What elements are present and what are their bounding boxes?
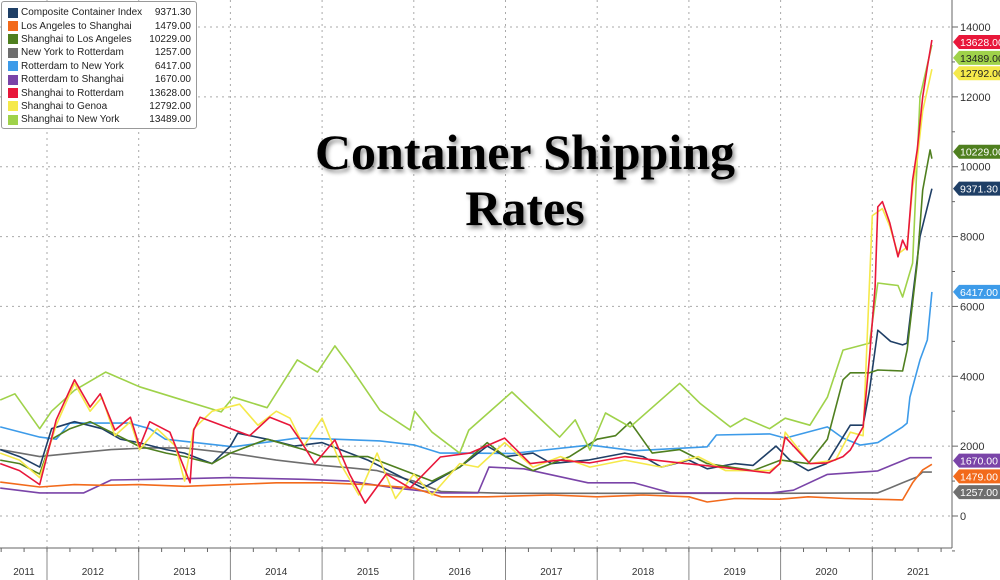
- end-value-tag-bg: [953, 66, 1000, 81]
- legend-item: Shanghai to New York 13489.00: [8, 113, 196, 126]
- x-tick-label: 2016: [449, 567, 472, 578]
- series-line-rotterdam-to-new-york: [0, 291, 933, 455]
- legend-label: Los Angeles to Shanghai: [21, 20, 132, 32]
- legend-label: Shanghai to Genoa: [21, 100, 108, 112]
- legend-label: Composite Container Index: [21, 7, 143, 19]
- legend-swatch: [8, 21, 18, 32]
- legend-swatch: [8, 74, 18, 85]
- legend-item: Shanghai to Rotterdam 13628.00: [8, 86, 196, 99]
- end-value-tag: 13489.00: [953, 50, 1000, 65]
- legend-label: Rotterdam to New York: [21, 60, 124, 72]
- y-tick-label: 10000: [960, 162, 991, 174]
- end-value-tag-label: 1257.00: [960, 487, 998, 499]
- legend-label: Shanghai to Los Angeles: [21, 33, 132, 45]
- series-line-new-york-to-rotterdam: [0, 447, 932, 495]
- series-line-shanghai-to-genoa: [0, 69, 933, 500]
- legend-item: New York to Rotterdam 1257.00: [8, 46, 196, 59]
- end-value-tag-bg: [953, 181, 1000, 196]
- chart-title-line-1: Container Shipping: [314, 124, 736, 180]
- end-value-tag: 13628.00: [953, 34, 1000, 49]
- y-tick-label: 12000: [960, 92, 991, 104]
- end-value-tag-label: 10229.00: [960, 147, 1000, 159]
- end-value-tag-label: 6417.00: [960, 287, 998, 299]
- x-tick-label: 2012: [82, 567, 105, 578]
- legend-value: 9371.30: [154, 7, 191, 19]
- legend-swatch: [8, 61, 18, 72]
- end-value-tag-label: 9371.30: [960, 184, 998, 196]
- x-tick-label: 2014: [265, 567, 288, 578]
- end-value-tag: 1257.00: [953, 485, 1000, 500]
- legend-item: Rotterdam to Shanghai 1670.00: [8, 73, 196, 86]
- legend-label: Shanghai to Rotterdam: [21, 87, 124, 99]
- legend-value: 6417.00: [154, 60, 191, 72]
- y-tick-label: 6000: [960, 301, 984, 313]
- x-tick-label: 2021: [907, 567, 930, 578]
- end-value-tag-label: 1479.00: [960, 471, 998, 483]
- y-tick-label: 2000: [960, 441, 984, 453]
- chart-title: Container Shipping Rates: [250, 124, 800, 236]
- end-value-tag-bg: [953, 453, 1000, 468]
- legend-item: Los Angeles to Shanghai 1479.00: [8, 19, 196, 32]
- x-tick-label: 2013: [173, 567, 196, 578]
- legend-item: Composite Container Index 9371.30: [8, 6, 196, 19]
- legend-value: 1479.00: [154, 20, 191, 32]
- legend-swatch: [8, 34, 18, 45]
- series-line-los-angeles-to-shanghai: [0, 463, 933, 503]
- legend-value: 13628.00: [149, 87, 191, 99]
- end-value-tag-label: 12792.00: [960, 68, 1000, 80]
- end-value-tag-label: 13628.00: [960, 37, 1000, 49]
- legend-label: New York to Rotterdam: [21, 47, 124, 59]
- x-tick-label: 2017: [540, 567, 563, 578]
- end-value-tag-bg: [953, 284, 1000, 299]
- legend-value: 1670.00: [154, 74, 191, 86]
- legend-value: 12792.00: [149, 100, 191, 112]
- end-value-tag: 1479.00: [953, 469, 1000, 484]
- end-value-tag: 6417.00: [953, 284, 1000, 299]
- legend-swatch: [8, 7, 18, 18]
- legend-value: 13489.00: [149, 114, 191, 126]
- legend: Composite Container Index 9371.30 Los Ange…: [1, 1, 197, 129]
- end-value-tag-bg: [953, 50, 1000, 65]
- legend-label: Shanghai to New York: [21, 114, 120, 126]
- end-value-tag-label: 13489.00: [960, 53, 1000, 65]
- end-value-tag: 9371.30: [953, 181, 1000, 196]
- end-value-tag: 12792.00: [953, 66, 1000, 81]
- legend-swatch: [8, 88, 18, 99]
- y-tick-label: 4000: [960, 371, 984, 383]
- x-tick-label: 2018: [632, 567, 655, 578]
- x-tick-label: 2011: [13, 567, 35, 578]
- legend-item: Shanghai to Genoa 12792.00: [8, 100, 196, 113]
- end-value-tag: 10229.00: [953, 144, 1000, 159]
- legend-value: 1257.00: [154, 47, 191, 59]
- legend-item: Rotterdam to New York 6417.00: [8, 60, 196, 73]
- x-tick-label: 2020: [815, 567, 838, 578]
- end-value-tag-bg: [953, 34, 1000, 49]
- end-value-tag-bg: [953, 485, 1000, 500]
- end-value-tag: 1670.00: [953, 453, 1000, 468]
- x-tick-label: 2015: [357, 567, 380, 578]
- series-line-rotterdam-to-shanghai: [0, 456, 932, 494]
- legend-item: Shanghai to Los Angeles 10229.00: [8, 33, 196, 46]
- legend-swatch: [8, 47, 18, 58]
- end-value-tag-label: 1670.00: [960, 456, 998, 468]
- legend-swatch: [8, 101, 18, 112]
- y-tick-label: 8000: [960, 232, 984, 244]
- chart-title-line-2: Rates: [465, 180, 585, 236]
- legend-label: Rotterdam to Shanghai: [21, 74, 124, 86]
- x-tick-label: 2019: [724, 567, 747, 578]
- end-value-tag-bg: [953, 469, 1000, 484]
- end-value-tag-bg: [953, 144, 1000, 159]
- y-tick-label: 14000: [960, 22, 991, 34]
- y-tick-label: 0: [960, 511, 966, 523]
- series-line-shanghai-to-rotterdam: [0, 39, 933, 504]
- legend-value: 10229.00: [149, 33, 191, 45]
- legend-swatch: [8, 114, 18, 125]
- series-line-shanghai-to-new-york: [0, 44, 933, 454]
